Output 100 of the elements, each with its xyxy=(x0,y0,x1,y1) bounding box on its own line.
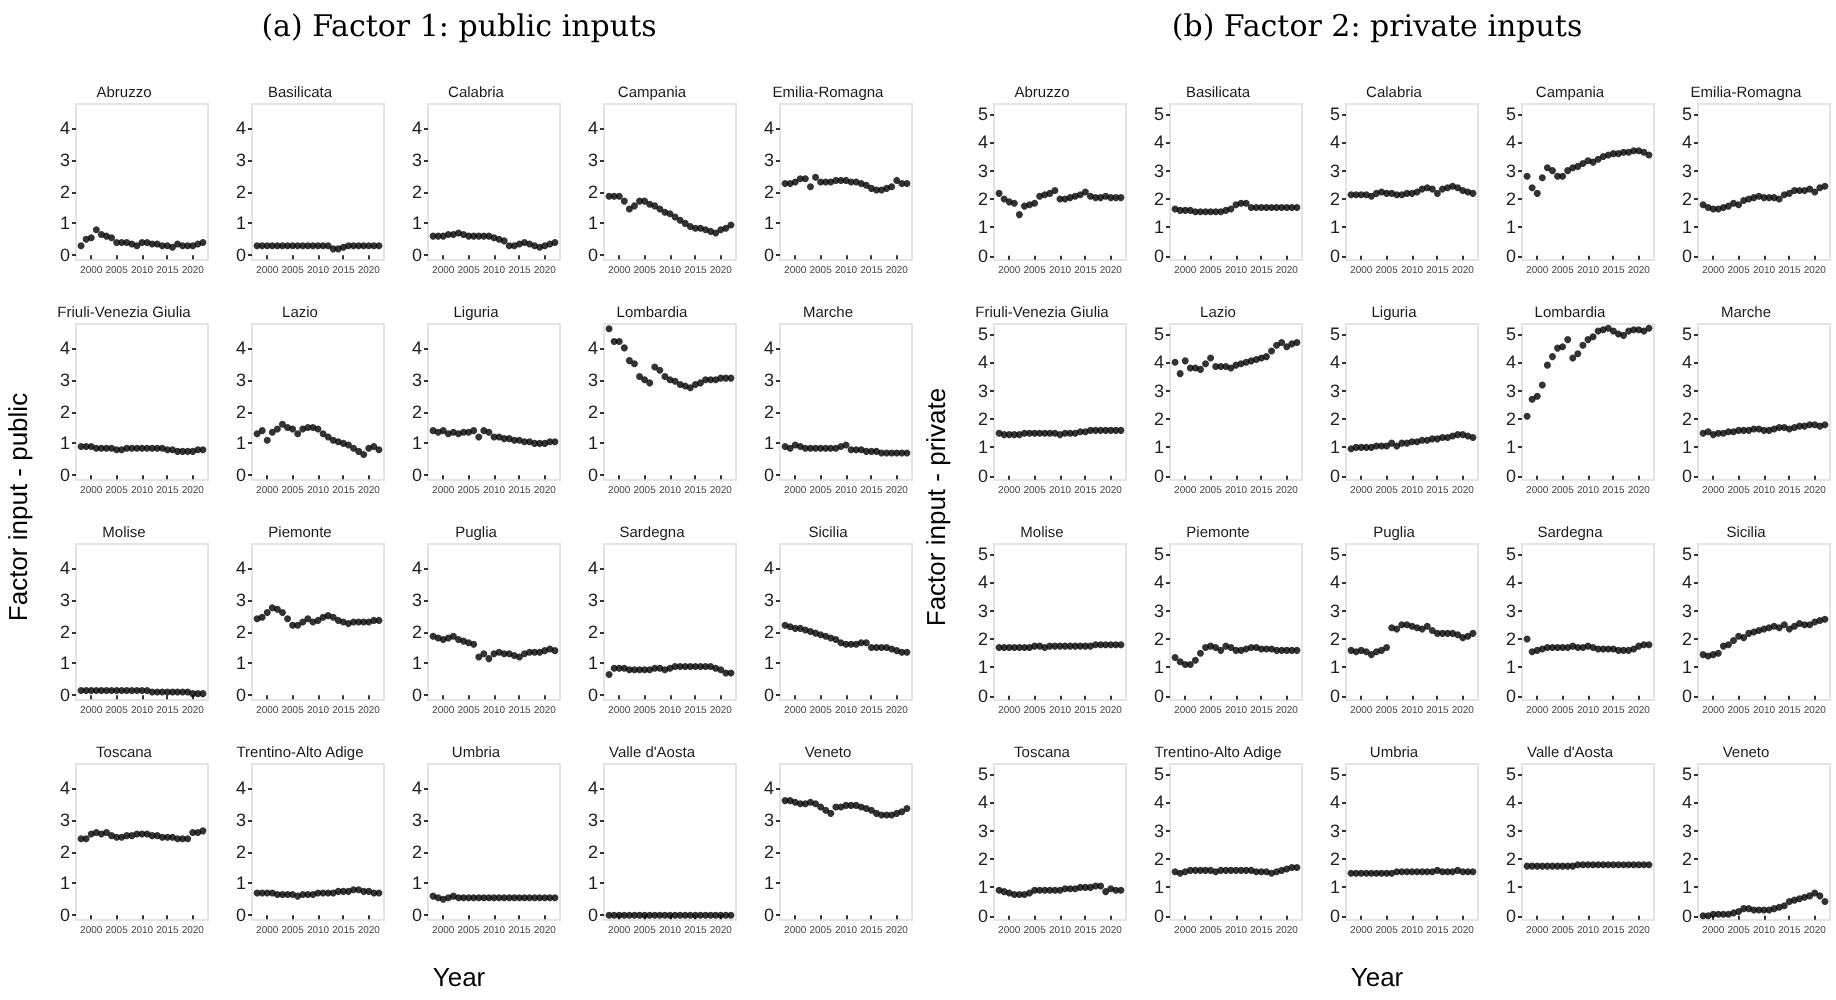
point xyxy=(812,800,820,808)
point xyxy=(1081,188,1089,196)
point xyxy=(1543,361,1551,369)
point xyxy=(1589,333,1597,341)
y-tick-label: 4 xyxy=(977,792,988,813)
y-tick-label: 3 xyxy=(1681,600,1692,621)
point xyxy=(636,373,644,381)
point xyxy=(1640,148,1648,156)
point xyxy=(551,647,559,655)
point xyxy=(625,205,633,213)
point xyxy=(651,363,659,371)
y-tick-label: 0 xyxy=(1505,245,1516,266)
point xyxy=(551,438,559,446)
y-tick-label: 3 xyxy=(587,589,598,610)
y-tick-label: 5 xyxy=(1681,543,1692,564)
y-tick-label: 1 xyxy=(235,433,246,454)
point xyxy=(199,238,207,246)
point xyxy=(1533,189,1541,197)
y-tick-label: 1 xyxy=(59,433,70,454)
point xyxy=(355,447,363,455)
point xyxy=(439,427,447,435)
y-tick-label: 2 xyxy=(1505,629,1516,650)
y-tick-label: 3 xyxy=(1505,600,1516,621)
y-tick-label: 0 xyxy=(1329,245,1340,266)
y-tick-label: 3 xyxy=(1329,160,1340,181)
point xyxy=(92,226,100,234)
y-tick-label: 0 xyxy=(977,465,988,486)
point xyxy=(651,202,659,210)
y-tick-label: 4 xyxy=(763,777,774,798)
y-tick-label: 5 xyxy=(1329,323,1340,344)
point xyxy=(258,427,266,435)
y-tick-label: 1 xyxy=(411,213,422,234)
point xyxy=(1574,162,1582,170)
y-tick-label: 4 xyxy=(763,117,774,138)
point xyxy=(1528,184,1536,192)
y-tick-label: 1 xyxy=(587,213,598,234)
point xyxy=(646,379,654,387)
y-tick-label: 0 xyxy=(1681,685,1692,706)
y-tick-label: 0 xyxy=(411,685,422,706)
point xyxy=(278,608,286,616)
point xyxy=(294,430,302,438)
point xyxy=(108,234,116,242)
point xyxy=(344,441,352,449)
point xyxy=(1383,442,1391,450)
point xyxy=(903,180,911,188)
y-tick-label: 1 xyxy=(763,873,774,894)
point xyxy=(133,242,141,250)
point xyxy=(1574,350,1582,358)
y-tick-label: 1 xyxy=(977,217,988,238)
y-tick-label: 5 xyxy=(977,763,988,784)
y-tick-label: 3 xyxy=(763,149,774,170)
y-tick-label: 1 xyxy=(59,653,70,674)
y-tick-label: 2 xyxy=(1153,629,1164,650)
y-tick-label: 2 xyxy=(1505,849,1516,870)
point xyxy=(1378,646,1386,654)
y-tick-label: 5 xyxy=(1329,543,1340,564)
y-tick-label: 0 xyxy=(977,245,988,266)
point xyxy=(1117,194,1125,202)
point xyxy=(862,639,870,647)
y-tick-label: 0 xyxy=(1329,685,1340,706)
point xyxy=(470,640,478,648)
point xyxy=(77,242,85,250)
y-tick-label: 3 xyxy=(763,809,774,830)
point xyxy=(1207,354,1215,362)
point xyxy=(630,202,638,210)
point xyxy=(263,608,271,616)
y-tick-label: 0 xyxy=(763,905,774,926)
y-tick-label: 1 xyxy=(1329,437,1340,458)
point xyxy=(263,436,271,444)
y-tick-label: 1 xyxy=(235,653,246,674)
point xyxy=(375,616,383,624)
point xyxy=(615,192,623,200)
point xyxy=(656,366,664,374)
y-tick-label: 3 xyxy=(1505,380,1516,401)
y-tick-label: 2 xyxy=(977,189,988,210)
x-axis-title: Year xyxy=(1348,962,1406,992)
y-tick-label: 5 xyxy=(1505,103,1516,124)
y-tick-label: 3 xyxy=(1153,380,1164,401)
point xyxy=(1528,395,1536,403)
y-tick-label: 2 xyxy=(59,621,70,642)
y-tick-label: 0 xyxy=(587,245,598,266)
y-tick-label: 4 xyxy=(763,557,774,578)
y-tick-label: 4 xyxy=(587,557,598,578)
point xyxy=(1181,357,1189,365)
point xyxy=(888,183,896,191)
point xyxy=(1735,201,1743,209)
point xyxy=(258,613,266,621)
point xyxy=(903,648,911,656)
y-tick-label: 2 xyxy=(59,181,70,202)
y-tick-label: 4 xyxy=(1329,352,1340,373)
point xyxy=(1538,174,1546,182)
point xyxy=(1730,636,1738,644)
point xyxy=(1268,347,1276,355)
y-tick-label: 5 xyxy=(1153,763,1164,784)
point xyxy=(278,420,286,428)
y-tick-label: 4 xyxy=(1505,792,1516,813)
y-tick-label: 1 xyxy=(1153,877,1164,898)
point xyxy=(268,428,276,436)
point xyxy=(1283,343,1291,351)
point xyxy=(1273,341,1281,349)
